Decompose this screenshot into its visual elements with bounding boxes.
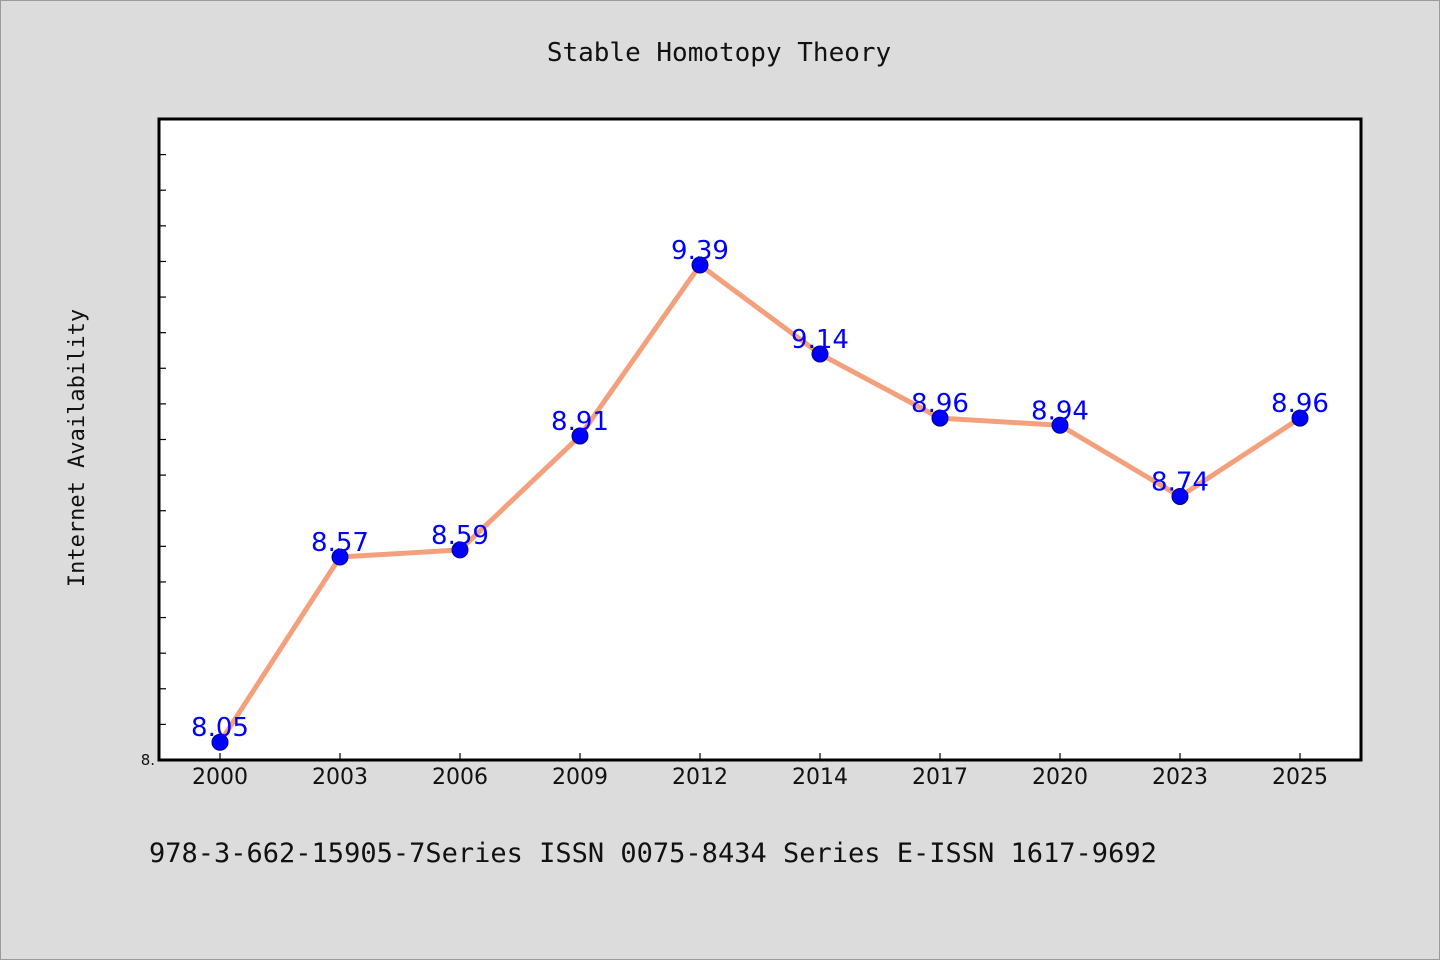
y-tick-label: 8.	[141, 751, 155, 769]
series-line	[217, 262, 1303, 745]
x-tick-label: 2000	[192, 765, 248, 790]
x-axis-ticks: 2000 2003 2006 2009 2012 2014 2017 2020 2023 2025	[192, 753, 1328, 790]
data-point-label: 8.94	[1031, 396, 1089, 426]
x-tick-label: 2023	[1152, 765, 1208, 790]
data-point-marker	[451, 541, 469, 559]
footer-isbn-text: 978-3-662-15905-7Series ISSN 0075-8434 S…	[149, 838, 1157, 869]
data-point-marker	[811, 345, 829, 363]
data-point-marker	[331, 548, 349, 566]
x-tick-label: 2012	[672, 765, 728, 790]
data-point-label: 8.96	[911, 389, 969, 419]
plot-area	[157, 117, 1363, 762]
data-point-label: 8.74	[1151, 467, 1209, 497]
data-point-marker	[1051, 416, 1069, 434]
x-tick-label: 2020	[1032, 765, 1088, 790]
data-point-marker	[931, 409, 949, 427]
x-tick-label: 2014	[792, 765, 848, 790]
data-point-marker	[1291, 409, 1309, 427]
x-tick-label: 2025	[1272, 765, 1328, 790]
data-point-marker	[211, 733, 229, 751]
data-labels: 8.05 8.57 8.59 8.91 9.39 9.14 8.96 8.94 8.74 8.96	[191, 236, 1329, 743]
data-markers	[211, 256, 1309, 751]
x-tick-label: 2017	[912, 765, 968, 790]
data-point-label: 8.96	[1271, 389, 1329, 419]
data-point-label: 8.57	[311, 528, 369, 558]
data-point-marker	[1171, 487, 1189, 505]
data-point-label: 9.39	[671, 236, 729, 266]
chart-title: Stable Homotopy Theory	[547, 38, 891, 68]
data-point-label: 9.14	[791, 325, 849, 355]
data-point-marker	[691, 256, 709, 274]
series-line-group	[217, 262, 1303, 745]
data-point-label: 8.59	[431, 521, 489, 551]
x-tick-label: 2009	[552, 765, 608, 790]
data-point-label: 8.05	[191, 713, 249, 743]
data-point-label: 8.91	[551, 407, 609, 437]
x-tick-label: 2003	[312, 765, 368, 790]
data-point-marker	[571, 427, 589, 445]
y-axis-ticks: 8.	[141, 154, 166, 769]
x-tick-label: 2006	[432, 765, 488, 790]
y-axis-label: Internet Availability	[65, 309, 90, 587]
